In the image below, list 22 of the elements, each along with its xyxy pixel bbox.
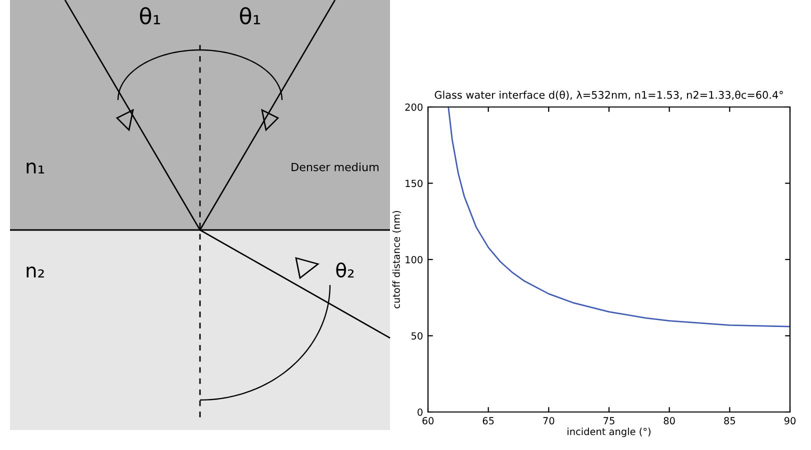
y-tick-label: 0 [418, 408, 422, 416]
y-axis-title: cutoff distance (nm) [392, 210, 402, 308]
chart-title: Glass water interface d(θ), λ=532nm, n1=1.53, n2=1.33,θc=60.4° [434, 90, 783, 100]
text: Denser medium [292, 162, 378, 172]
y-tick-label: 50 [412, 332, 422, 340]
text: n₁ [26, 162, 44, 174]
y-tick-label: 100 [406, 256, 422, 264]
text: n₂ [26, 266, 44, 278]
y-tick-label: 200 [405, 103, 422, 111]
y-tick-label: 150 [406, 180, 422, 188]
text: θ₁ [240, 7, 260, 24]
x-tick-label: 80 [664, 417, 675, 424]
x-tick-label: 75 [604, 417, 614, 424]
x-axis-title: incident angle (°) [568, 428, 650, 438]
text: θ₁ [140, 7, 160, 24]
x-tick-label: 90 [784, 417, 796, 424]
x-tick-label: 65 [482, 417, 494, 424]
text: θ₂ [336, 262, 354, 278]
x-tick-label: 60 [422, 417, 434, 424]
x-tick-label: 70 [543, 417, 554, 424]
x-tick-label: 85 [724, 417, 736, 424]
line-series [448, 107, 790, 328]
